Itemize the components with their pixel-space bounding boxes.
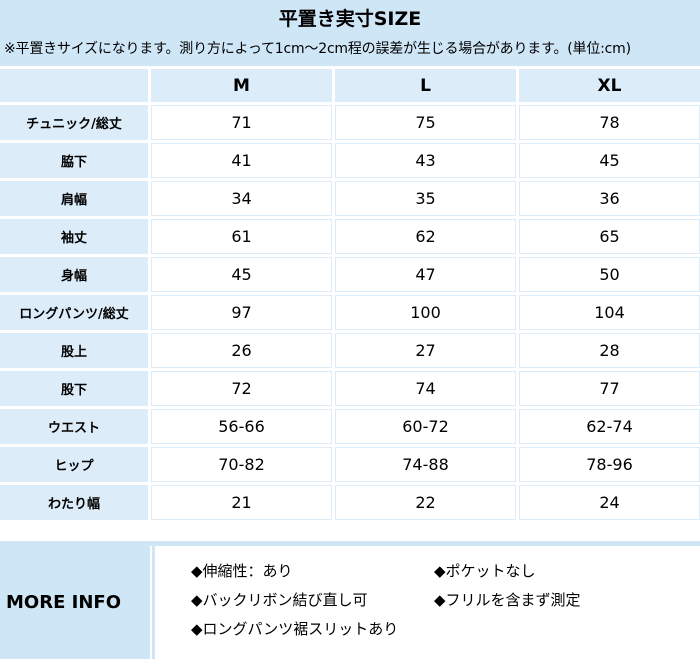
table-cell: 78 bbox=[519, 105, 700, 140]
table-cell: 97 bbox=[151, 295, 332, 330]
table-cell: 62-74 bbox=[519, 409, 700, 444]
table-cell: 60-72 bbox=[335, 409, 516, 444]
table-cell: 71 bbox=[151, 105, 332, 140]
row-label: わたり幅 bbox=[0, 485, 148, 520]
info-item-pocket: ◆ポケットなし bbox=[434, 562, 536, 580]
table-row: 肩幅 34 35 36 bbox=[0, 181, 700, 216]
table-cell: 78-96 bbox=[519, 447, 700, 482]
table-cell: 62 bbox=[335, 219, 516, 254]
section-divider bbox=[0, 541, 700, 546]
table-row: ヒップ 70-82 74-88 78-96 bbox=[0, 447, 700, 482]
row-label: ロングパンツ/総丈 bbox=[0, 295, 148, 330]
size-title: 平置き実寸SIZE bbox=[278, 8, 422, 30]
table-cell: 41 bbox=[151, 143, 332, 178]
table-cell: 28 bbox=[519, 333, 700, 368]
table-cell: 22 bbox=[335, 485, 516, 520]
info-item-frill: ◆フリルを含まず測定 bbox=[434, 591, 581, 609]
table-cell: 45 bbox=[151, 257, 332, 292]
table-cell: 24 bbox=[519, 485, 700, 520]
table-row: 股下 72 74 77 bbox=[0, 371, 700, 406]
table-row: 脇下 41 43 45 bbox=[0, 143, 700, 178]
info-item-ribbon: ◆バックリボン結び直し可 bbox=[191, 591, 368, 609]
table-cell: 45 bbox=[519, 143, 700, 178]
table-cell: 74-88 bbox=[335, 447, 516, 482]
table-cell: 70-82 bbox=[151, 447, 332, 482]
column-header-xl: XL bbox=[519, 69, 700, 102]
corner-cell bbox=[0, 69, 148, 102]
table-cell: 65 bbox=[519, 219, 700, 254]
table-row: チュニック/総丈 71 75 78 bbox=[0, 105, 700, 140]
size-table: M L XL チュニック/総丈 71 75 78 脇下 41 43 45 肩幅 … bbox=[0, 66, 700, 523]
size-note: ※平置きサイズになります。測り方によって1cm〜2cm程の誤差が生じる場合があり… bbox=[4, 41, 631, 57]
table-cell: 27 bbox=[335, 333, 516, 368]
info-item-slit: ◆ロングパンツ裾スリットあり bbox=[191, 620, 399, 638]
column-header-m: M bbox=[151, 69, 332, 102]
row-label: 身幅 bbox=[0, 257, 148, 292]
size-header: 平置き実寸SIZE ※平置きサイズになります。測り方によって1cm〜2cm程の誤… bbox=[0, 0, 700, 66]
table-cell: 56-66 bbox=[151, 409, 332, 444]
row-label: 袖丈 bbox=[0, 219, 148, 254]
row-label: チュニック/総丈 bbox=[0, 105, 148, 140]
table-cell: 35 bbox=[335, 181, 516, 216]
more-info-label: MORE INFO bbox=[0, 546, 150, 659]
row-label: ヒップ bbox=[0, 447, 148, 482]
row-label: 脇下 bbox=[0, 143, 148, 178]
row-label: ウエスト bbox=[0, 409, 148, 444]
row-label: 股下 bbox=[0, 371, 148, 406]
table-cell: 74 bbox=[335, 371, 516, 406]
table-cell: 61 bbox=[151, 219, 332, 254]
table-cell: 50 bbox=[519, 257, 700, 292]
table-cell: 36 bbox=[519, 181, 700, 216]
table-cell: 72 bbox=[151, 371, 332, 406]
table-row: わたり幅 21 22 24 bbox=[0, 485, 700, 520]
table-row: ウエスト 56-66 60-72 62-74 bbox=[0, 409, 700, 444]
table-cell: 100 bbox=[335, 295, 516, 330]
size-header-row: M L XL bbox=[0, 69, 700, 102]
column-header-l: L bbox=[335, 69, 516, 102]
table-cell: 26 bbox=[151, 333, 332, 368]
info-item-stretch: ◆伸縮性：あり bbox=[191, 562, 293, 580]
table-cell: 21 bbox=[151, 485, 332, 520]
table-cell: 43 bbox=[335, 143, 516, 178]
table-cell: 34 bbox=[151, 181, 332, 216]
table-row: ロングパンツ/総丈 97 100 104 bbox=[0, 295, 700, 330]
more-info-box: ◆伸縮性：あり ◆ポケットなし ◆バックリボン結び直し可 ◆フリルを含まず測定 … bbox=[152, 546, 700, 659]
table-row: 股上 26 27 28 bbox=[0, 333, 700, 368]
table-cell: 104 bbox=[519, 295, 700, 330]
table-cell: 75 bbox=[335, 105, 516, 140]
table-cell: 77 bbox=[519, 371, 700, 406]
table-cell: 47 bbox=[335, 257, 516, 292]
row-label: 肩幅 bbox=[0, 181, 148, 216]
table-row: 身幅 45 47 50 bbox=[0, 257, 700, 292]
table-row: 袖丈 61 62 65 bbox=[0, 219, 700, 254]
row-label: 股上 bbox=[0, 333, 148, 368]
